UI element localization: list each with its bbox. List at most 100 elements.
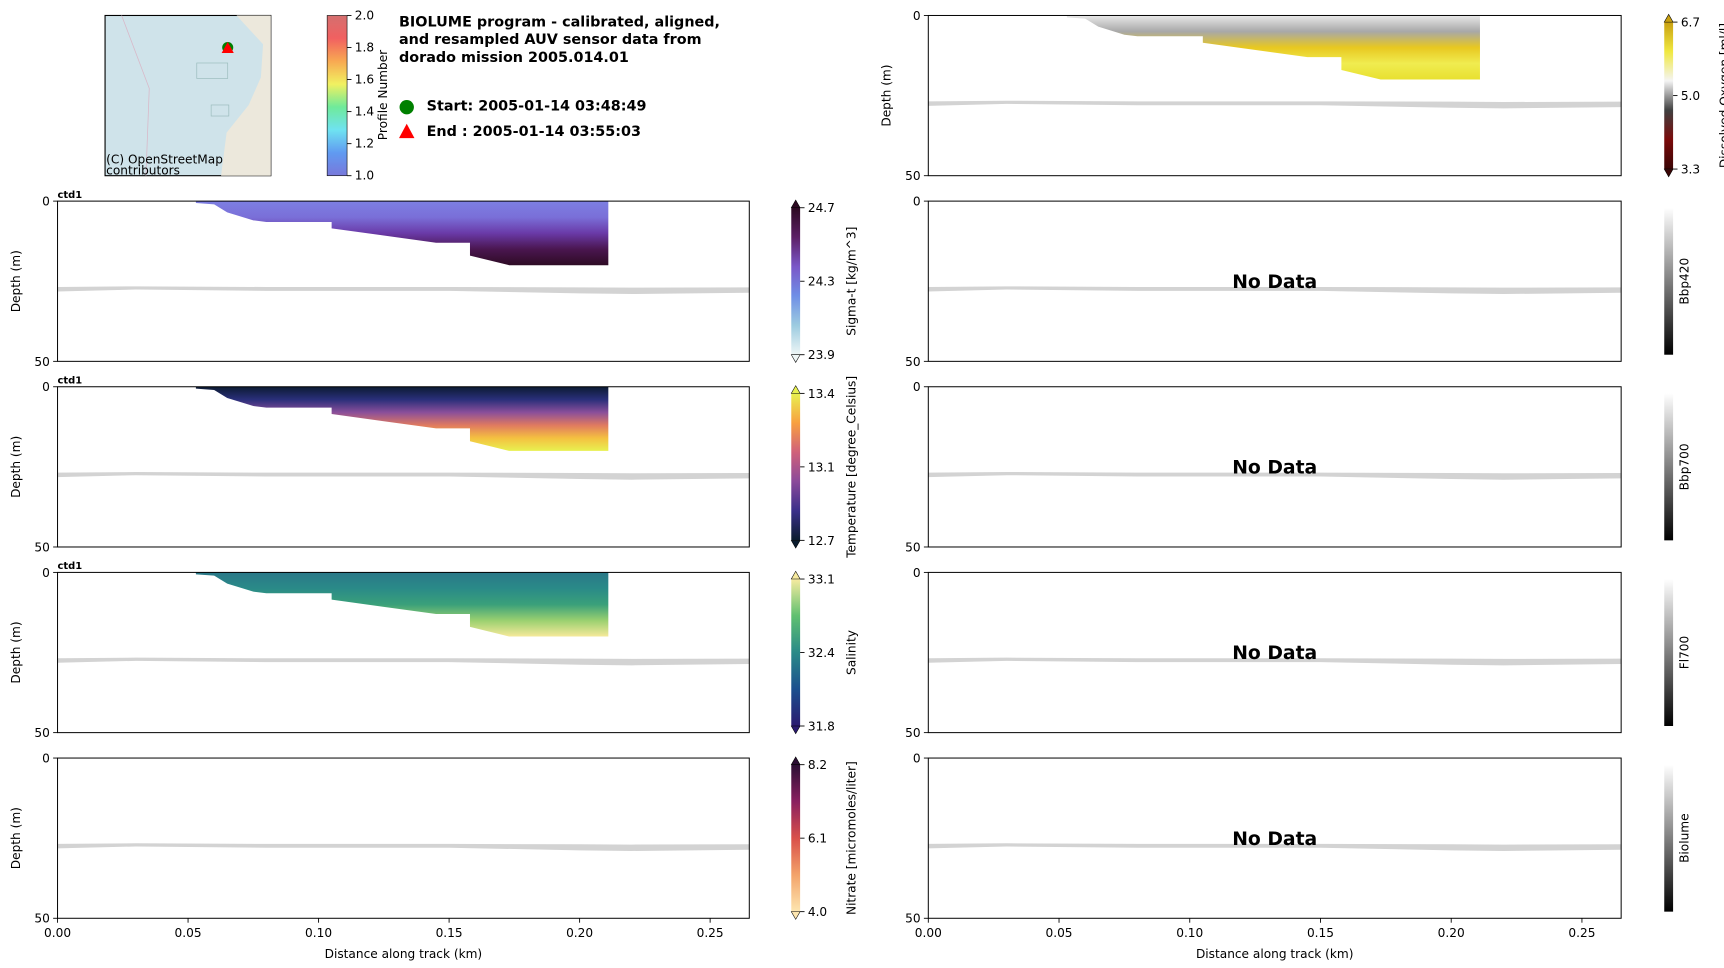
colorbar-tick-label: 24.7: [808, 201, 835, 215]
colorbar-oxygen: 6.7 5.0 3.3 Dissolved Oxygen [ml/l]: [1663, 13, 1724, 178]
panel-fl700: 0 50 No Data Fl700: [905, 566, 1691, 740]
y-tick-label: 0: [913, 566, 921, 580]
colorbar-gradient: [1664, 22, 1674, 170]
y-tick-label: 0: [42, 380, 50, 394]
x-tick-label: 0.20: [566, 926, 593, 940]
y-tick-label: 50: [905, 169, 920, 183]
panel-oxygen: 0 50 Depth (m) 6.7 5.0 3.3 Dissolved Oxygen [m…: [880, 9, 1724, 183]
colorbar-tick-label: 6.1: [808, 832, 827, 846]
colorbar-tick-label: 23.9: [808, 348, 835, 362]
panel-sigmat: 0 50 Depth (m) ctd1 24.7 24.3 23.9 Sigma-t [kg/…: [9, 190, 858, 369]
map-zone: [196, 62, 229, 79]
panel-biolume: 0 500.00 0.05 0.10 0.15 0.20 0.25 Distance alon…: [905, 751, 1691, 961]
section-label: ctd1: [58, 561, 83, 572]
y-tick-label: 50: [34, 726, 49, 740]
colorbar-bbp700: Bbp700: [1664, 393, 1692, 541]
colorbar-gradient: [1664, 207, 1674, 355]
x-tick-label: 0.15: [1307, 926, 1334, 940]
end-legend-icon: [398, 123, 415, 139]
colorbar-tick-label: 5.0: [1681, 89, 1700, 103]
colorbar-extend-min: [790, 540, 801, 549]
colorbar-tick-label: 2.0: [355, 8, 374, 22]
plot-area: [928, 201, 1622, 362]
colorbar-label: Temperature [degree_Celsius]: [844, 376, 858, 559]
colorbar-tick-label: 33.1: [808, 572, 835, 586]
colorbar-tick-label: 6.7: [1681, 16, 1700, 30]
y-tick-label: 50: [34, 540, 49, 554]
axes-frame: [927, 200, 1622, 362]
plot-area: [928, 758, 1622, 919]
colorbar-tick-label: 32.4: [808, 646, 835, 660]
bathymetry-band: [928, 471, 1622, 480]
colorbar-extend-max: [790, 199, 801, 209]
y-tick-label: 0: [913, 751, 921, 765]
map-attribution: (C) OpenStreetMap: [106, 153, 223, 167]
y-tick-label: 50: [34, 355, 49, 369]
x-tick-label: 0.10: [305, 926, 332, 940]
bathymetry-band: [928, 100, 1622, 109]
y-tick-label: 50: [905, 912, 920, 926]
axes-frame: [57, 757, 750, 919]
colorbar-tick-label: 1.2: [355, 137, 374, 151]
data-section-temperature: [195, 386, 609, 451]
y-tick-label: 0: [42, 195, 50, 209]
no-data-label: No Data: [1232, 458, 1317, 479]
colorbar-tick-label: 1.6: [355, 72, 374, 86]
bathymetry-band: [57, 471, 750, 480]
y-tick-label: 50: [34, 912, 49, 926]
section-label: ctd1: [58, 190, 83, 201]
x-tick-label: 0.15: [436, 926, 463, 940]
colorbar-gradient: [1664, 393, 1674, 541]
y-tick-label: 50: [905, 540, 920, 554]
y-tick-label: 0: [913, 380, 921, 394]
colorbar-extend-min: [1663, 168, 1674, 178]
colorbar-tick-label: 12.7: [808, 534, 835, 548]
no-data-label: No Data: [1232, 829, 1317, 850]
colorbar-gradient: [1664, 764, 1674, 912]
x-axis-label: Distance along track (km): [325, 947, 483, 961]
y-axis-label: Depth (m): [9, 807, 23, 869]
map-panel: (C) OpenStreetMap contributors: [104, 14, 272, 178]
plot-title: BIOLUME program - calibrated, aligned,: [399, 15, 720, 31]
data-section-oxygen: [1066, 15, 1480, 80]
y-tick-label: 50: [905, 726, 920, 740]
colorbar-label: Sigma-t [kg/m^3]: [844, 227, 858, 336]
section-label: ctd1: [58, 375, 83, 386]
end-time-label: End : 2005-01-14 03:55:03: [427, 124, 641, 140]
profile-number-colorbar: 1.0 1.2 1.4 1.6 1.8 2.0 Profile Number: [326, 8, 390, 183]
y-axis-label: Depth (m): [9, 621, 23, 683]
bathymetry-band: [57, 657, 750, 666]
axes-frame: [57, 200, 750, 362]
colorbar-tick-label: 13.4: [808, 387, 835, 401]
plot-area: [57, 758, 750, 919]
y-axis-label: Depth (m): [880, 65, 894, 127]
colorbar-fl700: Fl700: [1664, 579, 1692, 726]
map-zone: [210, 104, 230, 117]
axes-frame: [927, 757, 1622, 919]
no-data-label: No Data: [1232, 272, 1317, 293]
title-block: BIOLUME program - calibrated, aligned, a…: [398, 15, 720, 140]
end-marker-icon: [221, 41, 234, 54]
colorbar-extend-max: [790, 756, 801, 765]
panel-salinity: 0 50 Depth (m) ctd1 33.1 32.4 31.8 Salinity: [9, 561, 858, 740]
colorbar-extend-min: [790, 725, 801, 735]
colorbar-label: Fl700: [1678, 636, 1692, 670]
colorbar-extend-max: [790, 385, 801, 394]
map-land: [221, 15, 271, 176]
colorbar-tick-label: 1.0: [355, 169, 374, 183]
colorbar-tick-label: 13.1: [808, 460, 835, 474]
map-boundary: [121, 15, 150, 176]
colorbar-label: Bbp420: [1678, 258, 1692, 305]
y-tick-label: 50: [905, 355, 920, 369]
colorbar-biolume: Biolume: [1664, 764, 1692, 912]
data-section-salinity: [195, 572, 609, 637]
colorbar-tick-label: 8.2: [808, 758, 827, 772]
panel-bbp420: 0 50 No Data Bbp420: [905, 195, 1691, 369]
colorbar-gradient: [791, 764, 801, 912]
colorbar-extend-min: [790, 911, 801, 920]
colorbar-gradient: [791, 579, 801, 726]
axes-frame: [927, 571, 1622, 734]
y-tick-label: 0: [913, 195, 921, 209]
colorbar-gradient: [1664, 579, 1674, 726]
